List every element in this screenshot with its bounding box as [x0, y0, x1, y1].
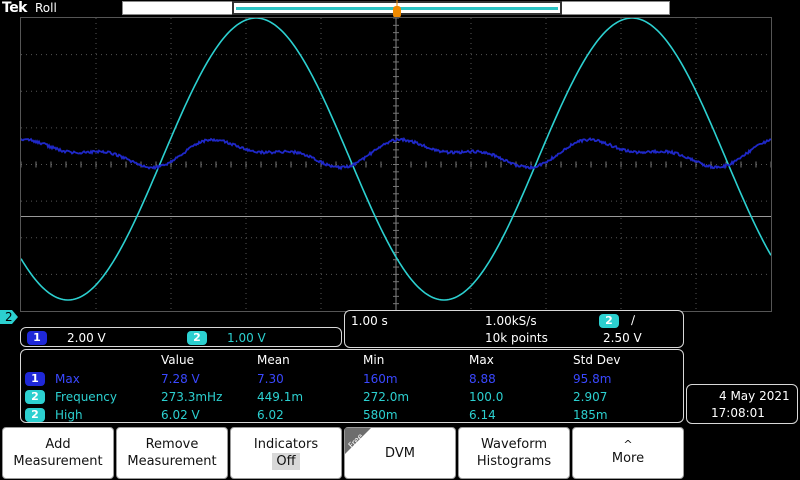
acquisition-mode: Roll: [35, 1, 57, 15]
ch1-scale: 2.00 V: [67, 331, 106, 345]
remove-measurement-label-1: Remove: [146, 436, 199, 453]
row-max: 6.14: [469, 408, 496, 422]
col-header-mean: Mean: [257, 353, 290, 367]
add-measurement-label-2: Measurement: [13, 453, 102, 470]
row-name: Frequency: [55, 390, 117, 404]
col-header-min: Min: [363, 353, 384, 367]
row-max: 100.0: [469, 390, 503, 404]
row-name: Max: [55, 372, 80, 386]
row-stddev: 2.907: [573, 390, 607, 404]
trigger-level: 2.50 V: [603, 331, 642, 345]
row-stddev: 95.8m: [573, 372, 611, 386]
histograms-label-1: Waveform: [481, 436, 547, 453]
time-display: 17:08:01: [711, 406, 765, 420]
timebase-panel[interactable]: 1.00 s 1.00kS/s 10k points 2 ∕ 2.50 V: [344, 310, 684, 348]
row-source-badge: 1: [25, 371, 45, 386]
row-name: High: [55, 408, 83, 422]
chevron-up-icon: ^: [623, 440, 632, 450]
ch2-scale: 1.00 V: [227, 331, 266, 345]
indicators-label: Indicators: [254, 436, 318, 453]
row-mean: 6.02: [257, 408, 284, 422]
add-measurement-button[interactable]: Add Measurement: [2, 427, 114, 479]
dvm-button[interactable]: Free DVM: [344, 427, 456, 479]
remove-measurement-label-2: Measurement: [127, 453, 216, 470]
more-label: More: [612, 450, 644, 467]
col-header-max: Max: [469, 353, 494, 367]
record-length: 10k points: [485, 331, 548, 345]
measurement-table[interactable]: Value Mean Min Max Std Dev 1 Max 7.28 V …: [20, 349, 684, 423]
ch1-badge[interactable]: 1: [27, 330, 47, 345]
waveform-display[interactable]: [20, 17, 772, 312]
row-max: 8.88: [469, 372, 496, 386]
row-value: 7.28 V: [161, 372, 200, 386]
row-value: 273.3mHz: [161, 390, 222, 404]
histograms-label-2: Histograms: [477, 453, 551, 470]
row-mean: 7.30: [257, 372, 284, 386]
row-value: 6.02 V: [161, 408, 200, 422]
waveform-histograms-button[interactable]: Waveform Histograms: [458, 427, 570, 479]
dvm-label: DVM: [385, 445, 415, 462]
indicators-value: Off: [272, 453, 299, 470]
row-source-badge: 2: [25, 389, 45, 404]
top-bar: Tek Roll: [0, 0, 800, 17]
col-header-stddev: Std Dev: [573, 353, 620, 367]
svg-text:2: 2: [5, 310, 13, 324]
datetime-panel[interactable]: 4 May 2021 17:08:01: [686, 384, 798, 424]
row-min: 160m: [363, 372, 398, 386]
add-measurement-label-1: Add: [45, 436, 70, 453]
rising-edge-icon: ∕: [631, 313, 635, 327]
ch2-offset-marker[interactable]: 2: [0, 308, 18, 326]
row-mean: 449.1m: [257, 390, 303, 404]
trigger-source-badge: 2: [599, 313, 619, 328]
ch2-badge[interactable]: 2: [187, 330, 207, 345]
row-stddev: 185m: [573, 408, 608, 422]
indicators-button[interactable]: Indicators Off: [230, 427, 342, 479]
row-min: 272.0m: [363, 390, 409, 404]
date-display: 4 May 2021: [719, 389, 790, 403]
brand-logo: Tek: [2, 0, 27, 16]
row-source-badge: 2: [25, 407, 45, 422]
vertical-scale-panel[interactable]: 1 2.00 V 2 1.00 V: [20, 327, 342, 347]
sample-rate: 1.00kS/s: [485, 314, 537, 328]
horizontal-scale: 1.00 s: [351, 314, 388, 328]
row-min: 580m: [363, 408, 398, 422]
remove-measurement-button[interactable]: Remove Measurement: [116, 427, 228, 479]
more-button[interactable]: ^ More: [572, 427, 684, 479]
col-header-value: Value: [161, 353, 194, 367]
